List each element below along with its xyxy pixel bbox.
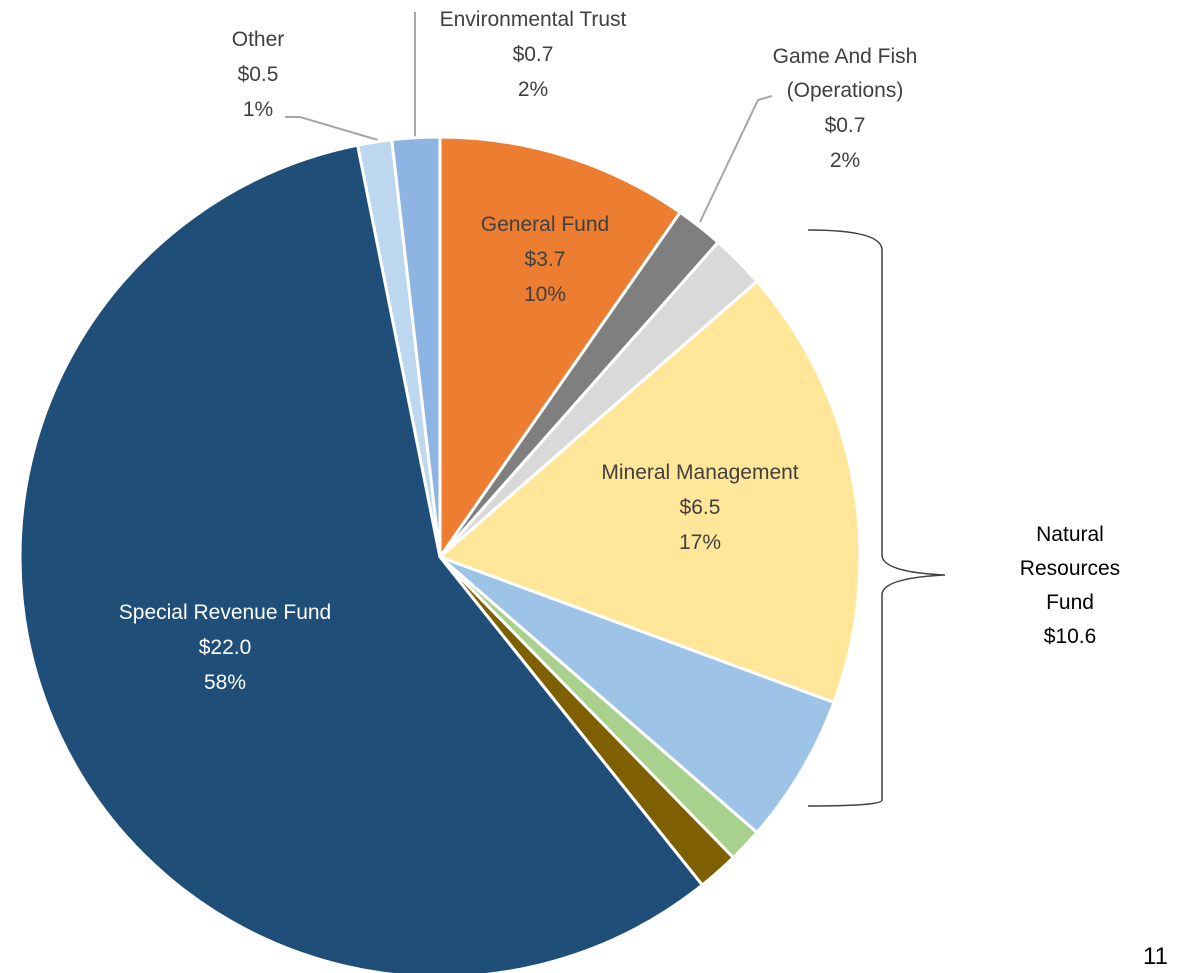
value-label: $6.5 [679, 496, 721, 519]
percent-label: 1% [242, 98, 274, 121]
pie-slice [438, 135, 683, 562]
category-label: Other [231, 28, 285, 51]
category-label: Special Revenue Fund [118, 601, 332, 624]
data-label: Special Revenue Fund $22.0 58% [119, 595, 331, 700]
leader-line [699, 95, 773, 223]
bracket [807, 229, 946, 807]
category-label: General Fund [480, 213, 610, 236]
percent-label: 17% [678, 531, 722, 554]
data-label: Mineral Management $6.5 17% [601, 455, 798, 560]
annotation-line: $10.6 [1043, 625, 1097, 648]
value-label: $0.5 [237, 63, 279, 86]
data-label: Game And Fish (Operations) $0.7 2% [758, 40, 933, 178]
percent-label: 58% [203, 671, 247, 694]
pie-slice [437, 279, 862, 705]
annotation-line: Natural Resources [1019, 523, 1121, 580]
category-label: Environmental Trust [439, 8, 627, 31]
percent-label: 10% [523, 283, 567, 306]
annotation: Natural Resources Fund $10.6 [1008, 518, 1132, 654]
value-label: $22.0 [198, 636, 252, 659]
leader-line [285, 116, 379, 141]
category-label: Mineral Management [601, 461, 799, 484]
value-label: $0.7 [824, 114, 866, 137]
category-label: Game And Fish (Operations) [772, 45, 918, 102]
percent-label: 2% [829, 149, 861, 172]
pie-slice [390, 135, 442, 558]
pie-slice [439, 555, 836, 835]
annotation-line: Fund [1046, 591, 1094, 614]
data-label: Environmental Trust $0.7 2% [440, 2, 627, 107]
value-label: $3.7 [524, 248, 566, 271]
value-label: $0.7 [512, 43, 554, 66]
data-label: Other $0.5 1% [232, 22, 285, 127]
page-number: 11 [1143, 943, 1168, 970]
data-label: General Fund $3.7 10% [481, 207, 609, 312]
percent-label: 2% [517, 78, 549, 101]
pie-slice [18, 143, 705, 973]
